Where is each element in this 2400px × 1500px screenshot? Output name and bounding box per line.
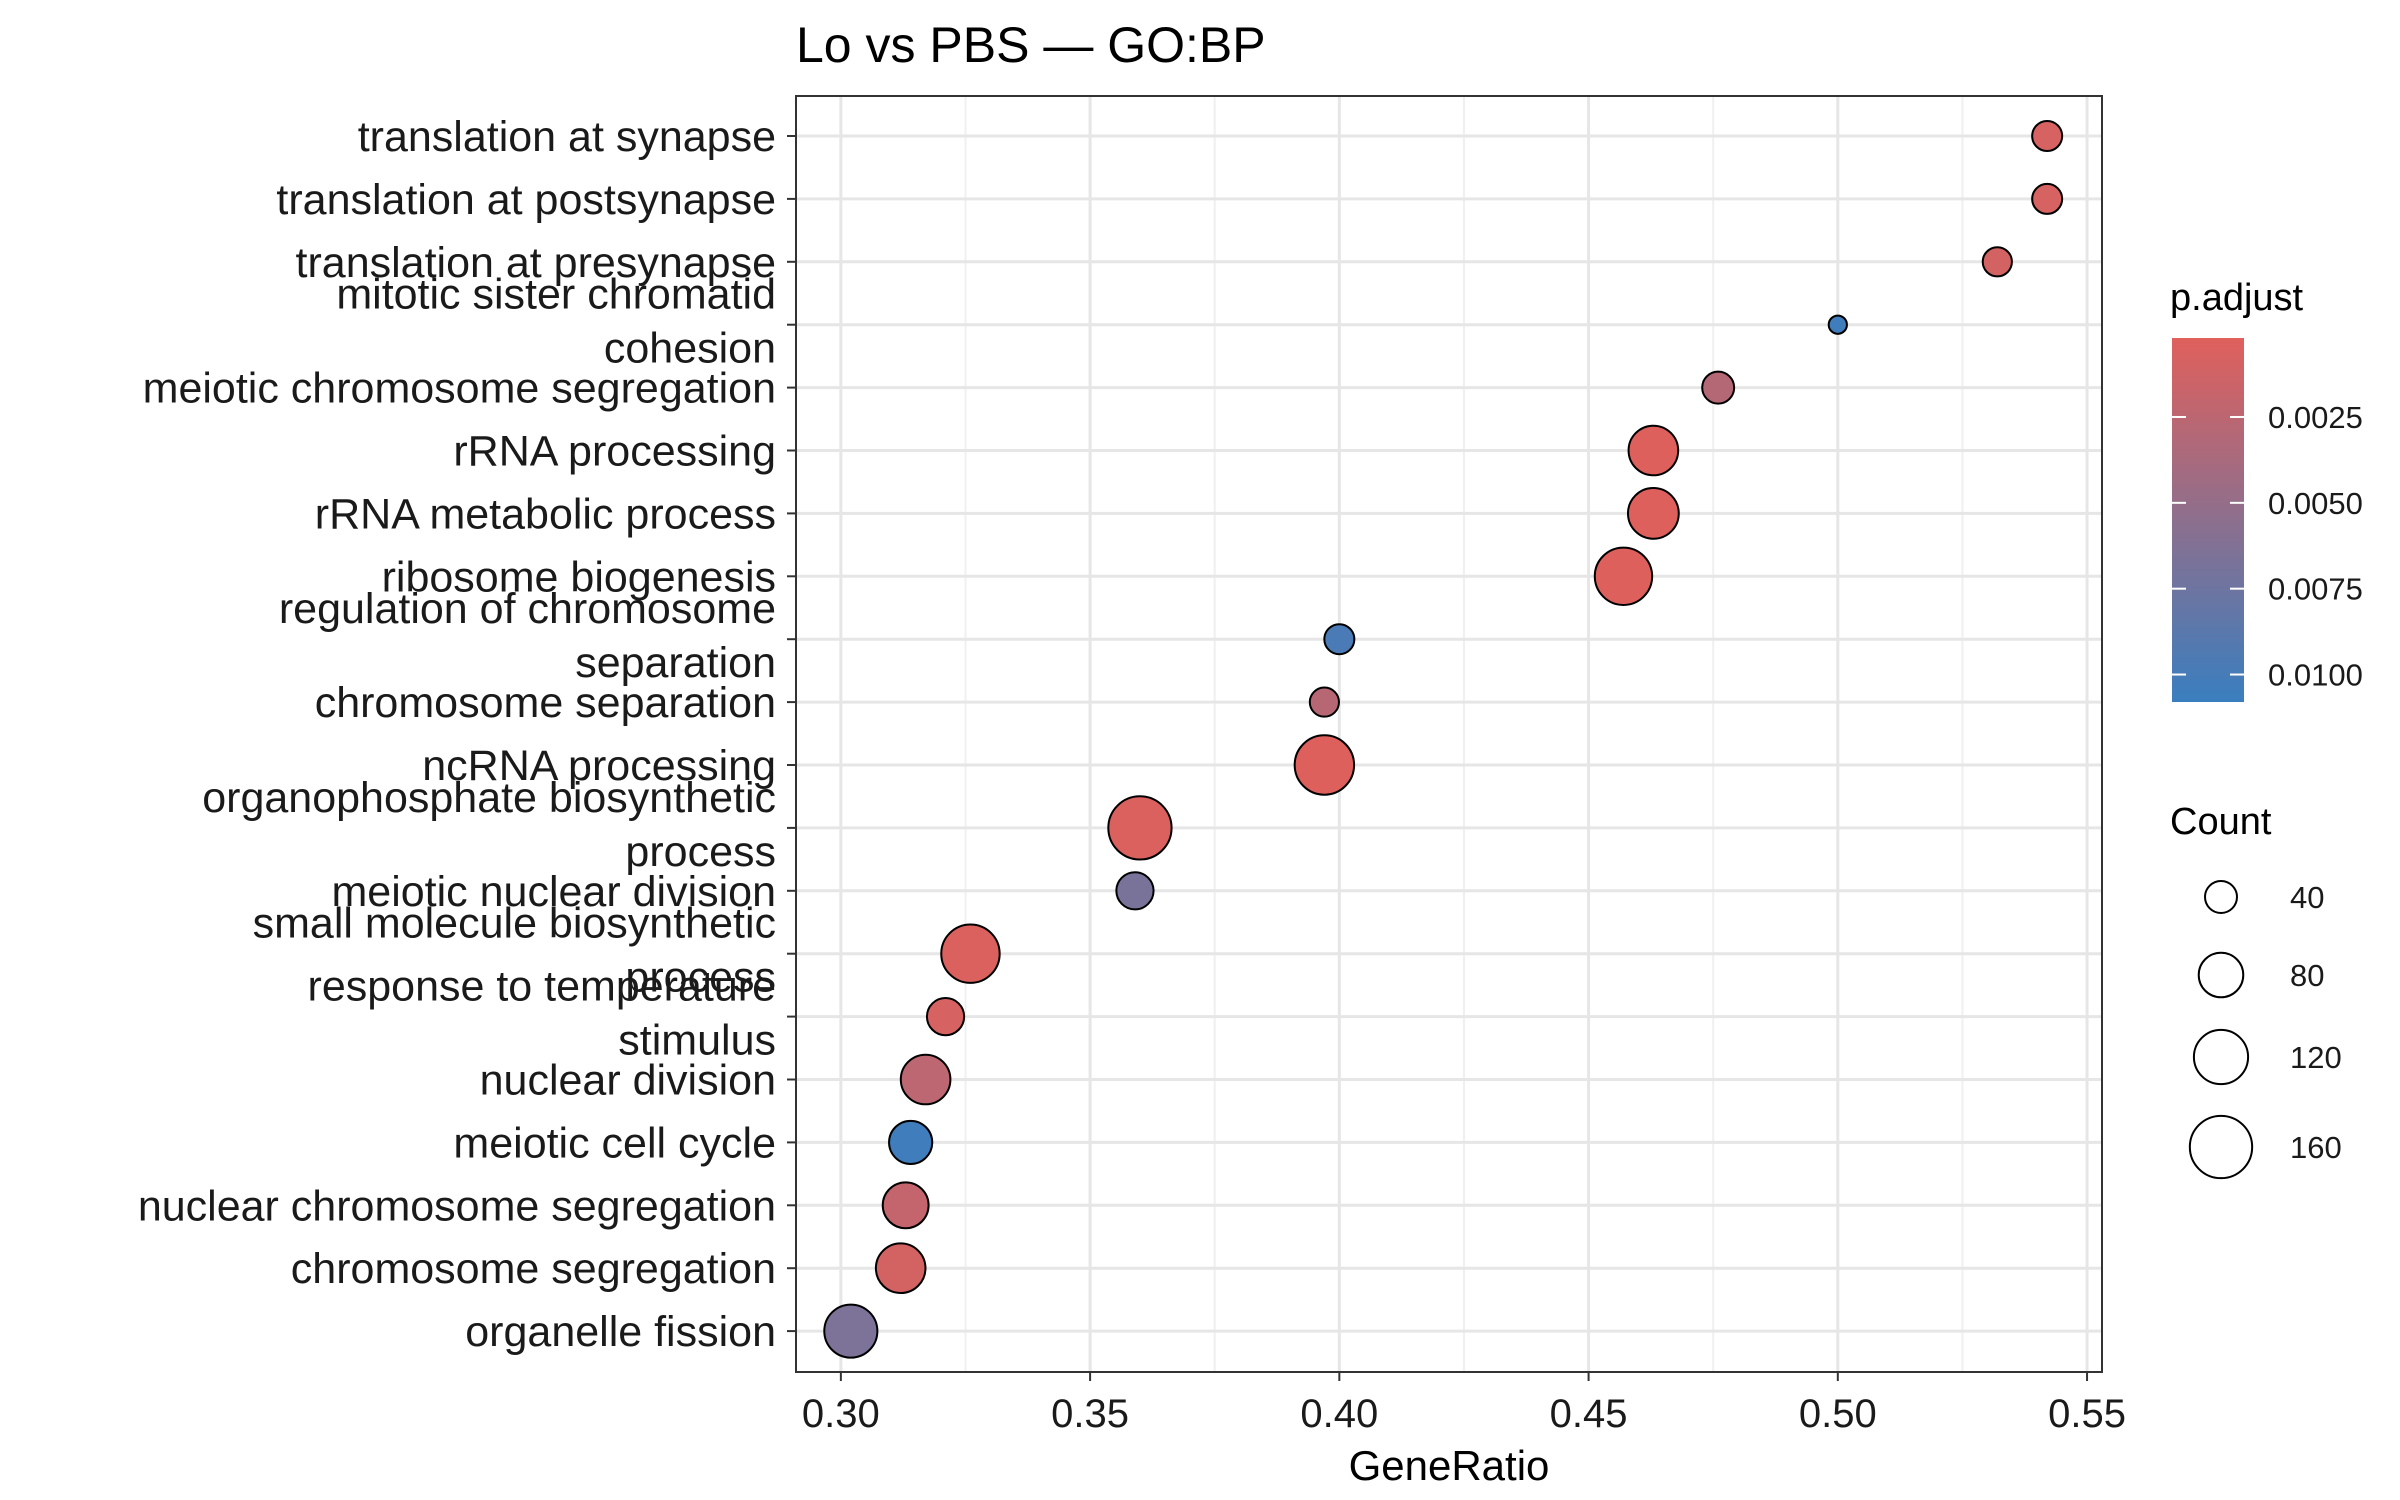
y-tick-label: mitotic sister chromatid cohesion [336,271,776,373]
data-point [888,1119,934,1165]
count-legend-title: Count [2170,801,2272,843]
count-legend: Count 40 80 120 160 [2170,801,2342,1180]
y-tick-label: organophosphate biosynthetic process [202,774,776,876]
y-tick-label: rRNA processing [453,428,776,476]
data-point [1981,246,2013,278]
data-point [1107,795,1173,861]
data-point [1593,546,1654,606]
x-tick-label: 0.45 [1550,1392,1628,1436]
data-point [2031,120,2064,152]
data-point [1308,686,1340,718]
data-point [2031,182,2064,215]
x-tick-label: 0.40 [1300,1392,1378,1436]
y-tick-label: nuclear chromosome segregation [138,1182,776,1230]
y-tick-label: organelle fission [465,1308,776,1356]
count-legend-label: 40 [2290,880,2324,915]
y-tick-label: rRNA metabolic process [315,490,776,538]
data-point [940,923,1001,984]
data-point [823,1303,879,1359]
colorbar-label: 0.0025 [2268,400,2363,435]
chart-title: Lo vs PBS — GO:BP [796,17,1266,73]
data-point [925,997,966,1037]
data-point [1701,370,1736,405]
y-tick-label: small molecule biosynthetic process [253,900,776,1002]
y-tick-label: chromosome separation [315,679,776,727]
y-tick-label: ribosome biogenesis [382,553,776,601]
x-tick-label: 0.55 [2048,1392,2126,1436]
count-legend-circle [2192,1028,2250,1086]
count-legend-label: 80 [2290,958,2324,993]
y-tick-label: nuclear division [480,1057,776,1105]
x-axis-title: GeneRatio [1349,1442,1550,1489]
colorbar-label: 0.0100 [2268,658,2363,693]
p-adjust-legend-title: p.adjust [2170,277,2304,319]
data-point [1293,734,1356,796]
data-point [1627,424,1680,477]
y-tick-label: translation at postsynapse [276,176,776,224]
count-legend-label: 160 [2290,1130,2342,1165]
plot-border [795,95,2103,1373]
points-layer [823,120,2064,1359]
count-legend-circle [2204,880,2238,914]
y-tick-label: response to temperature stimulus [308,963,777,1065]
data-point [1827,314,1848,335]
y-tick-label: meiotic chromosome segregation [143,365,776,413]
x-tick-label: 0.35 [1051,1392,1129,1436]
y-tick-label: meiotic nuclear division [331,868,776,916]
data-point [1115,871,1155,911]
count-legend-label: 120 [2290,1040,2342,1075]
y-tick-label: meiotic cell cycle [453,1119,776,1167]
x-tick-label: 0.50 [1799,1392,1877,1436]
y-tick-label: chromosome segregation [291,1245,776,1293]
y-tick-label: translation at presynapse [296,239,776,287]
data-point [1323,623,1356,656]
x-axis: 0.30 0.35 0.40 0.45 0.50 0.55 [802,1372,2126,1436]
data-point [899,1053,952,1106]
plot-panel [796,96,2102,1372]
data-point [1626,487,1680,540]
count-legend-circle [2188,1114,2254,1180]
data-point [881,1181,930,1230]
y-axis: translation at synapse translation at pos… [138,113,796,1356]
x-tick-label: 0.30 [802,1392,880,1436]
colorbar-label: 0.0075 [2268,572,2363,607]
y-tick-label: regulation of chromosome separation [279,585,776,687]
y-tick-label: ncRNA processing [422,742,776,790]
count-legend-circle [2197,951,2245,999]
p-adjust-colorbar [2172,338,2244,702]
p-adjust-legend: p.adjust 0.0025 0.0050 0.0075 0.0100 [2170,277,2363,702]
colorbar-label: 0.0050 [2268,486,2363,521]
grid [796,96,2102,1372]
y-tick-label: translation at synapse [358,113,776,161]
data-point [874,1242,927,1294]
